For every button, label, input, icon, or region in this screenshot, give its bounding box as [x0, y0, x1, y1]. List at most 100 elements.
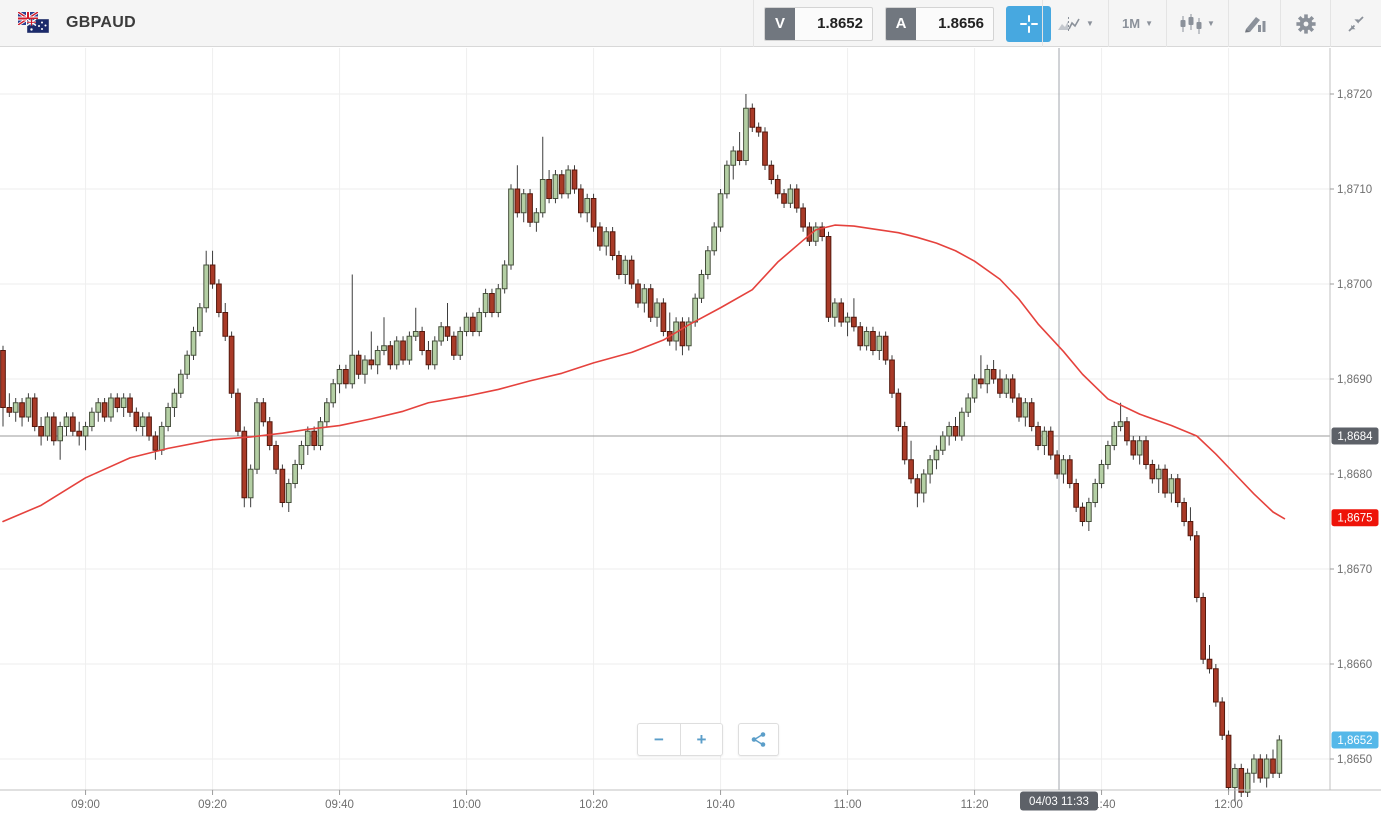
candle-bullish — [1263, 758, 1270, 779]
candle-bearish — [470, 316, 476, 332]
candle-bullish — [812, 226, 819, 242]
candle-bullish — [1022, 402, 1029, 418]
candle-bearish — [901, 426, 908, 461]
candle-bullish — [654, 302, 660, 318]
price-axis-label: 1,8660 — [1337, 659, 1372, 671]
candle-bullish — [743, 107, 749, 161]
settings-button[interactable] — [1280, 0, 1330, 47]
candle-bearish — [1035, 426, 1041, 446]
candle-bullish — [711, 226, 718, 252]
price-chart-canvas[interactable]: 1,8720 1,8710 1,8700 1,8690 1,8680 1,8670 1,86… — [0, 47, 1381, 821]
buy-button[interactable]: A 1.8656 — [885, 6, 994, 41]
candle-bearish — [31, 397, 38, 427]
candle-bearish — [514, 188, 521, 214]
time-axis-label: 12:00 — [1214, 799, 1243, 811]
candle-bullish — [82, 426, 89, 437]
collapse-icon — [1348, 15, 1364, 32]
candle-bearish — [781, 193, 787, 204]
candle-bearish — [1225, 734, 1232, 788]
candle-bullish — [933, 449, 940, 461]
candle-bullish — [25, 397, 32, 418]
candle-bullish — [393, 340, 400, 366]
candle-bearish — [216, 283, 222, 313]
quote-group: V 1.8652 A 1.8656 — [753, 0, 1061, 47]
chart-type-button[interactable]: ▼ — [1166, 0, 1228, 47]
chevron-down-icon: ▼ — [1207, 18, 1215, 28]
candle-bearish — [1206, 658, 1213, 670]
candle-bullish — [457, 331, 464, 356]
candle-bullish — [285, 483, 292, 503]
candle-bearish — [133, 411, 140, 427]
candle-bearish — [279, 468, 286, 503]
collapse-chart-button[interactable] — [1330, 0, 1381, 47]
candlestick-icon — [1180, 13, 1202, 34]
candle-bearish — [597, 226, 603, 247]
time-axis-label: 09:00 — [71, 799, 100, 811]
zoom-out-button[interactable]: − — [637, 723, 680, 756]
time-axis-label: 11:00 — [834, 799, 862, 811]
candle-bullish — [920, 473, 927, 494]
candle-bullish — [317, 421, 324, 446]
candle-bullish — [177, 373, 184, 394]
candle-bullish — [190, 331, 197, 356]
candle-bearish — [6, 407, 13, 413]
candle-bullish — [184, 354, 191, 375]
candle-bullish — [203, 264, 210, 309]
candle-bullish — [730, 150, 737, 166]
settings-gear-icon — [1295, 13, 1316, 34]
candle-bearish — [895, 392, 902, 427]
candle-bullish — [946, 426, 952, 437]
candle-bullish — [717, 193, 724, 228]
candle-bearish — [222, 312, 229, 337]
drawing-tools-button[interactable] — [1228, 0, 1280, 47]
candle-bearish — [749, 107, 756, 128]
candle-bearish — [838, 302, 845, 323]
candle-bullish — [685, 321, 692, 347]
candle-bearish — [997, 378, 1003, 394]
candle-bullish — [495, 288, 502, 313]
candle-bearish — [101, 402, 108, 418]
crosshair-button[interactable] — [1006, 5, 1051, 42]
share-button[interactable] — [738, 723, 779, 756]
drawing-tools-icon — [1244, 16, 1265, 32]
candle-bearish — [1054, 454, 1060, 475]
candle-bullish — [1276, 739, 1283, 774]
candle-bullish — [349, 354, 356, 385]
candle-bearish — [825, 236, 832, 318]
sell-button[interactable]: V 1.8652 — [764, 6, 873, 41]
candle-bearish — [762, 131, 768, 166]
candle-bearish — [660, 302, 667, 332]
candle-bearish — [889, 359, 895, 394]
moving-average-line — [2, 224, 1286, 523]
candle-bearish — [355, 354, 362, 375]
share-icon — [751, 732, 766, 747]
candle-bearish — [628, 259, 635, 285]
candle-bullish — [565, 169, 571, 195]
candle-bearish — [266, 421, 273, 446]
candle-bullish — [984, 369, 991, 385]
candle-bearish — [1073, 483, 1080, 508]
timeframe-button[interactable]: 1M ▼ — [1108, 0, 1166, 47]
candle-bullish — [1232, 768, 1238, 788]
compare-charts-button[interactable]: ▼ — [1042, 0, 1108, 47]
candle-bullish — [57, 426, 63, 442]
candle-bullish — [139, 416, 146, 427]
candle-bearish — [1193, 535, 1200, 598]
ma-value-badge-label: 1,8675 — [1337, 513, 1372, 525]
candle-bullish — [89, 411, 95, 427]
zoom-in-button[interactable]: + — [680, 723, 723, 756]
candle-bullish — [374, 350, 381, 366]
last-price-badge-label: 1,8652 — [1337, 735, 1372, 747]
toolbar: GBPAUD V 1.8652 A 1.8656 ▼ — [0, 0, 1381, 47]
candle-bearish — [914, 478, 921, 494]
zoom-controls: − + — [637, 723, 779, 756]
candle-bearish — [19, 402, 25, 418]
candle-bullish — [1136, 440, 1143, 456]
candle-bearish — [1028, 402, 1035, 427]
candle-bullish — [724, 164, 730, 195]
candle-bullish — [120, 397, 127, 408]
candle-bearish — [851, 316, 857, 328]
candle-bearish — [1219, 701, 1226, 736]
candle-bearish — [38, 426, 44, 437]
candle-bearish — [1079, 506, 1086, 522]
